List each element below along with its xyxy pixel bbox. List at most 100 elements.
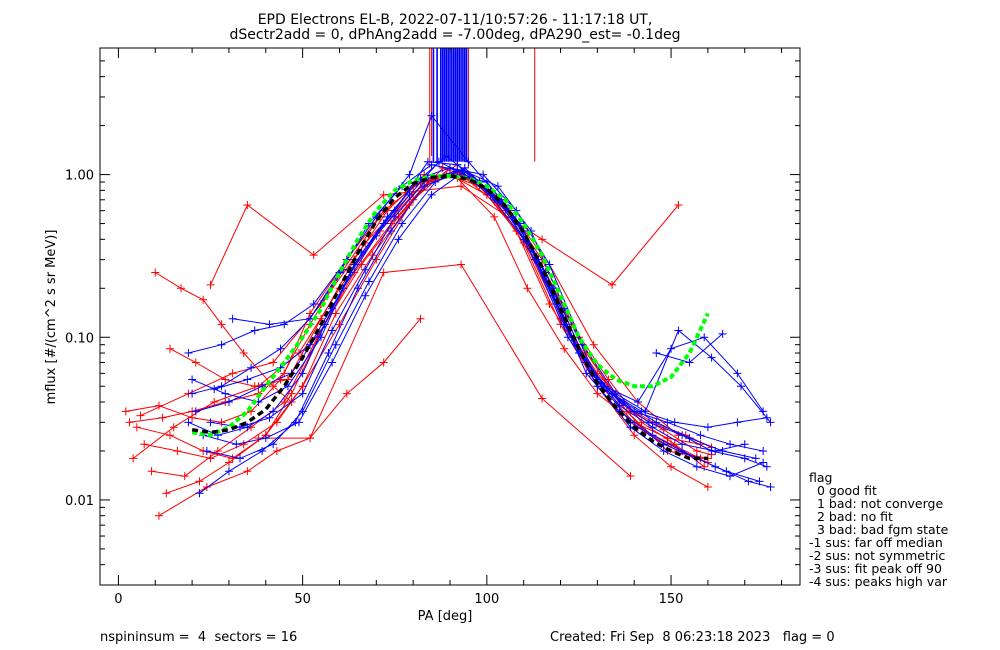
red-data-point xyxy=(166,431,174,440)
blue-data-point xyxy=(718,329,727,338)
red-data-point xyxy=(166,344,174,353)
blue-data-point xyxy=(479,170,488,179)
blue-data-point xyxy=(265,413,274,422)
blue-data-point xyxy=(309,300,318,309)
blue-data-point xyxy=(696,431,705,440)
red-data-point xyxy=(221,375,230,384)
blue-data-point xyxy=(298,407,307,416)
y-tick-label: 0.01 xyxy=(65,494,94,509)
blue-series-line-2 xyxy=(199,174,771,494)
blue-data-point xyxy=(737,382,746,391)
blue-data-point xyxy=(659,446,668,455)
x-axis-label: PA [deg] xyxy=(418,609,473,624)
blue-data-point xyxy=(328,358,337,367)
red-data-point xyxy=(154,511,163,520)
blue-series-line-1 xyxy=(191,155,767,428)
red-data-point xyxy=(667,462,676,471)
red-data-point xyxy=(125,418,134,427)
red-data-point xyxy=(206,280,215,289)
red-data-point xyxy=(692,446,701,455)
red-data-point xyxy=(700,462,709,471)
blue-data-point xyxy=(202,446,211,455)
blue-data-point xyxy=(740,440,749,449)
x-tick-label: 0 xyxy=(114,592,122,607)
axes-layer: 0 50 100 150 0.01 0.10 1.00 xyxy=(65,47,800,607)
blue-data-point xyxy=(280,320,289,329)
red-data-point xyxy=(202,483,211,492)
data-layer xyxy=(121,48,775,520)
blue-data-point xyxy=(405,170,414,179)
red-data-point xyxy=(608,280,617,289)
blue-series-line-5 xyxy=(195,167,771,423)
blue-data-point xyxy=(224,397,233,406)
blue-data-point xyxy=(762,462,771,471)
red-data-point xyxy=(622,407,631,416)
red-data-point xyxy=(280,397,289,406)
flag-legend-item: -1 sus: far off median xyxy=(809,535,943,550)
red-data-point xyxy=(593,389,602,398)
blue-data-point xyxy=(751,454,760,463)
blue-data-point xyxy=(464,157,473,166)
flag-legend-item: -3 sus: fit peak off 90 xyxy=(809,561,942,576)
red-data-point xyxy=(630,431,639,440)
red-data-point xyxy=(538,235,547,244)
blue-data-point xyxy=(652,418,661,427)
red-data-point xyxy=(132,423,141,432)
blue-data-point xyxy=(394,235,403,244)
blue-data-point xyxy=(221,389,230,398)
blue-data-point xyxy=(387,227,396,236)
blue-data-point xyxy=(361,291,370,300)
blue-data-point xyxy=(331,340,340,349)
red-data-point xyxy=(269,358,278,367)
blue-data-point xyxy=(759,446,768,455)
red-data-point xyxy=(228,454,237,463)
blue-data-point xyxy=(364,277,373,286)
red-data-point xyxy=(210,397,219,406)
blue-data-point xyxy=(398,219,407,228)
blue-data-point xyxy=(247,363,256,372)
red-data-point xyxy=(140,440,149,449)
red-data-point xyxy=(379,190,388,199)
blue-data-point xyxy=(269,440,278,449)
red-data-point xyxy=(560,344,569,353)
red-data-point xyxy=(457,260,466,269)
blue-series-line-8 xyxy=(191,164,756,459)
blue-series-line-6 xyxy=(206,167,764,477)
y-tick-label: 1.00 xyxy=(65,169,94,184)
red-data-point xyxy=(416,314,425,323)
blue-data-point xyxy=(648,423,657,432)
red-series-line-7 xyxy=(210,185,679,286)
blue-data-point xyxy=(224,467,233,476)
blue-data-point xyxy=(317,333,326,342)
red-data-point xyxy=(217,320,226,329)
red-data-point xyxy=(490,212,499,221)
red-data-point xyxy=(674,201,683,210)
blue-data-point xyxy=(755,477,764,486)
blue-data-point xyxy=(678,440,687,449)
black-fit-curve xyxy=(191,174,708,461)
blue-data-point xyxy=(188,389,197,398)
red-data-point xyxy=(309,251,318,260)
blue-data-point xyxy=(633,397,642,406)
x-tick-label: 50 xyxy=(294,592,311,607)
green-fit-curve xyxy=(191,174,710,438)
blue-data-point xyxy=(711,446,720,455)
blue-data-point xyxy=(726,472,734,481)
blue-data-point xyxy=(619,397,628,406)
red-data-point xyxy=(169,423,178,432)
red-series-line-6 xyxy=(158,318,421,517)
chart-title-line2: dSectr2add = 0, dPhAng2add = -7.00deg, d… xyxy=(230,27,681,43)
red-data-point xyxy=(379,358,388,367)
x-tick-label: 100 xyxy=(474,592,499,607)
flag-legend-title: flag xyxy=(809,470,832,485)
red-data-point xyxy=(199,295,208,304)
x-tick-label: 150 xyxy=(659,592,684,607)
blue-data-point xyxy=(405,190,414,199)
red-data-point xyxy=(368,251,377,260)
red-data-point xyxy=(626,472,635,481)
blue-data-point xyxy=(678,431,687,440)
blue-data-point xyxy=(232,440,241,449)
blue-data-point xyxy=(663,418,672,427)
blue-data-point xyxy=(641,407,650,416)
